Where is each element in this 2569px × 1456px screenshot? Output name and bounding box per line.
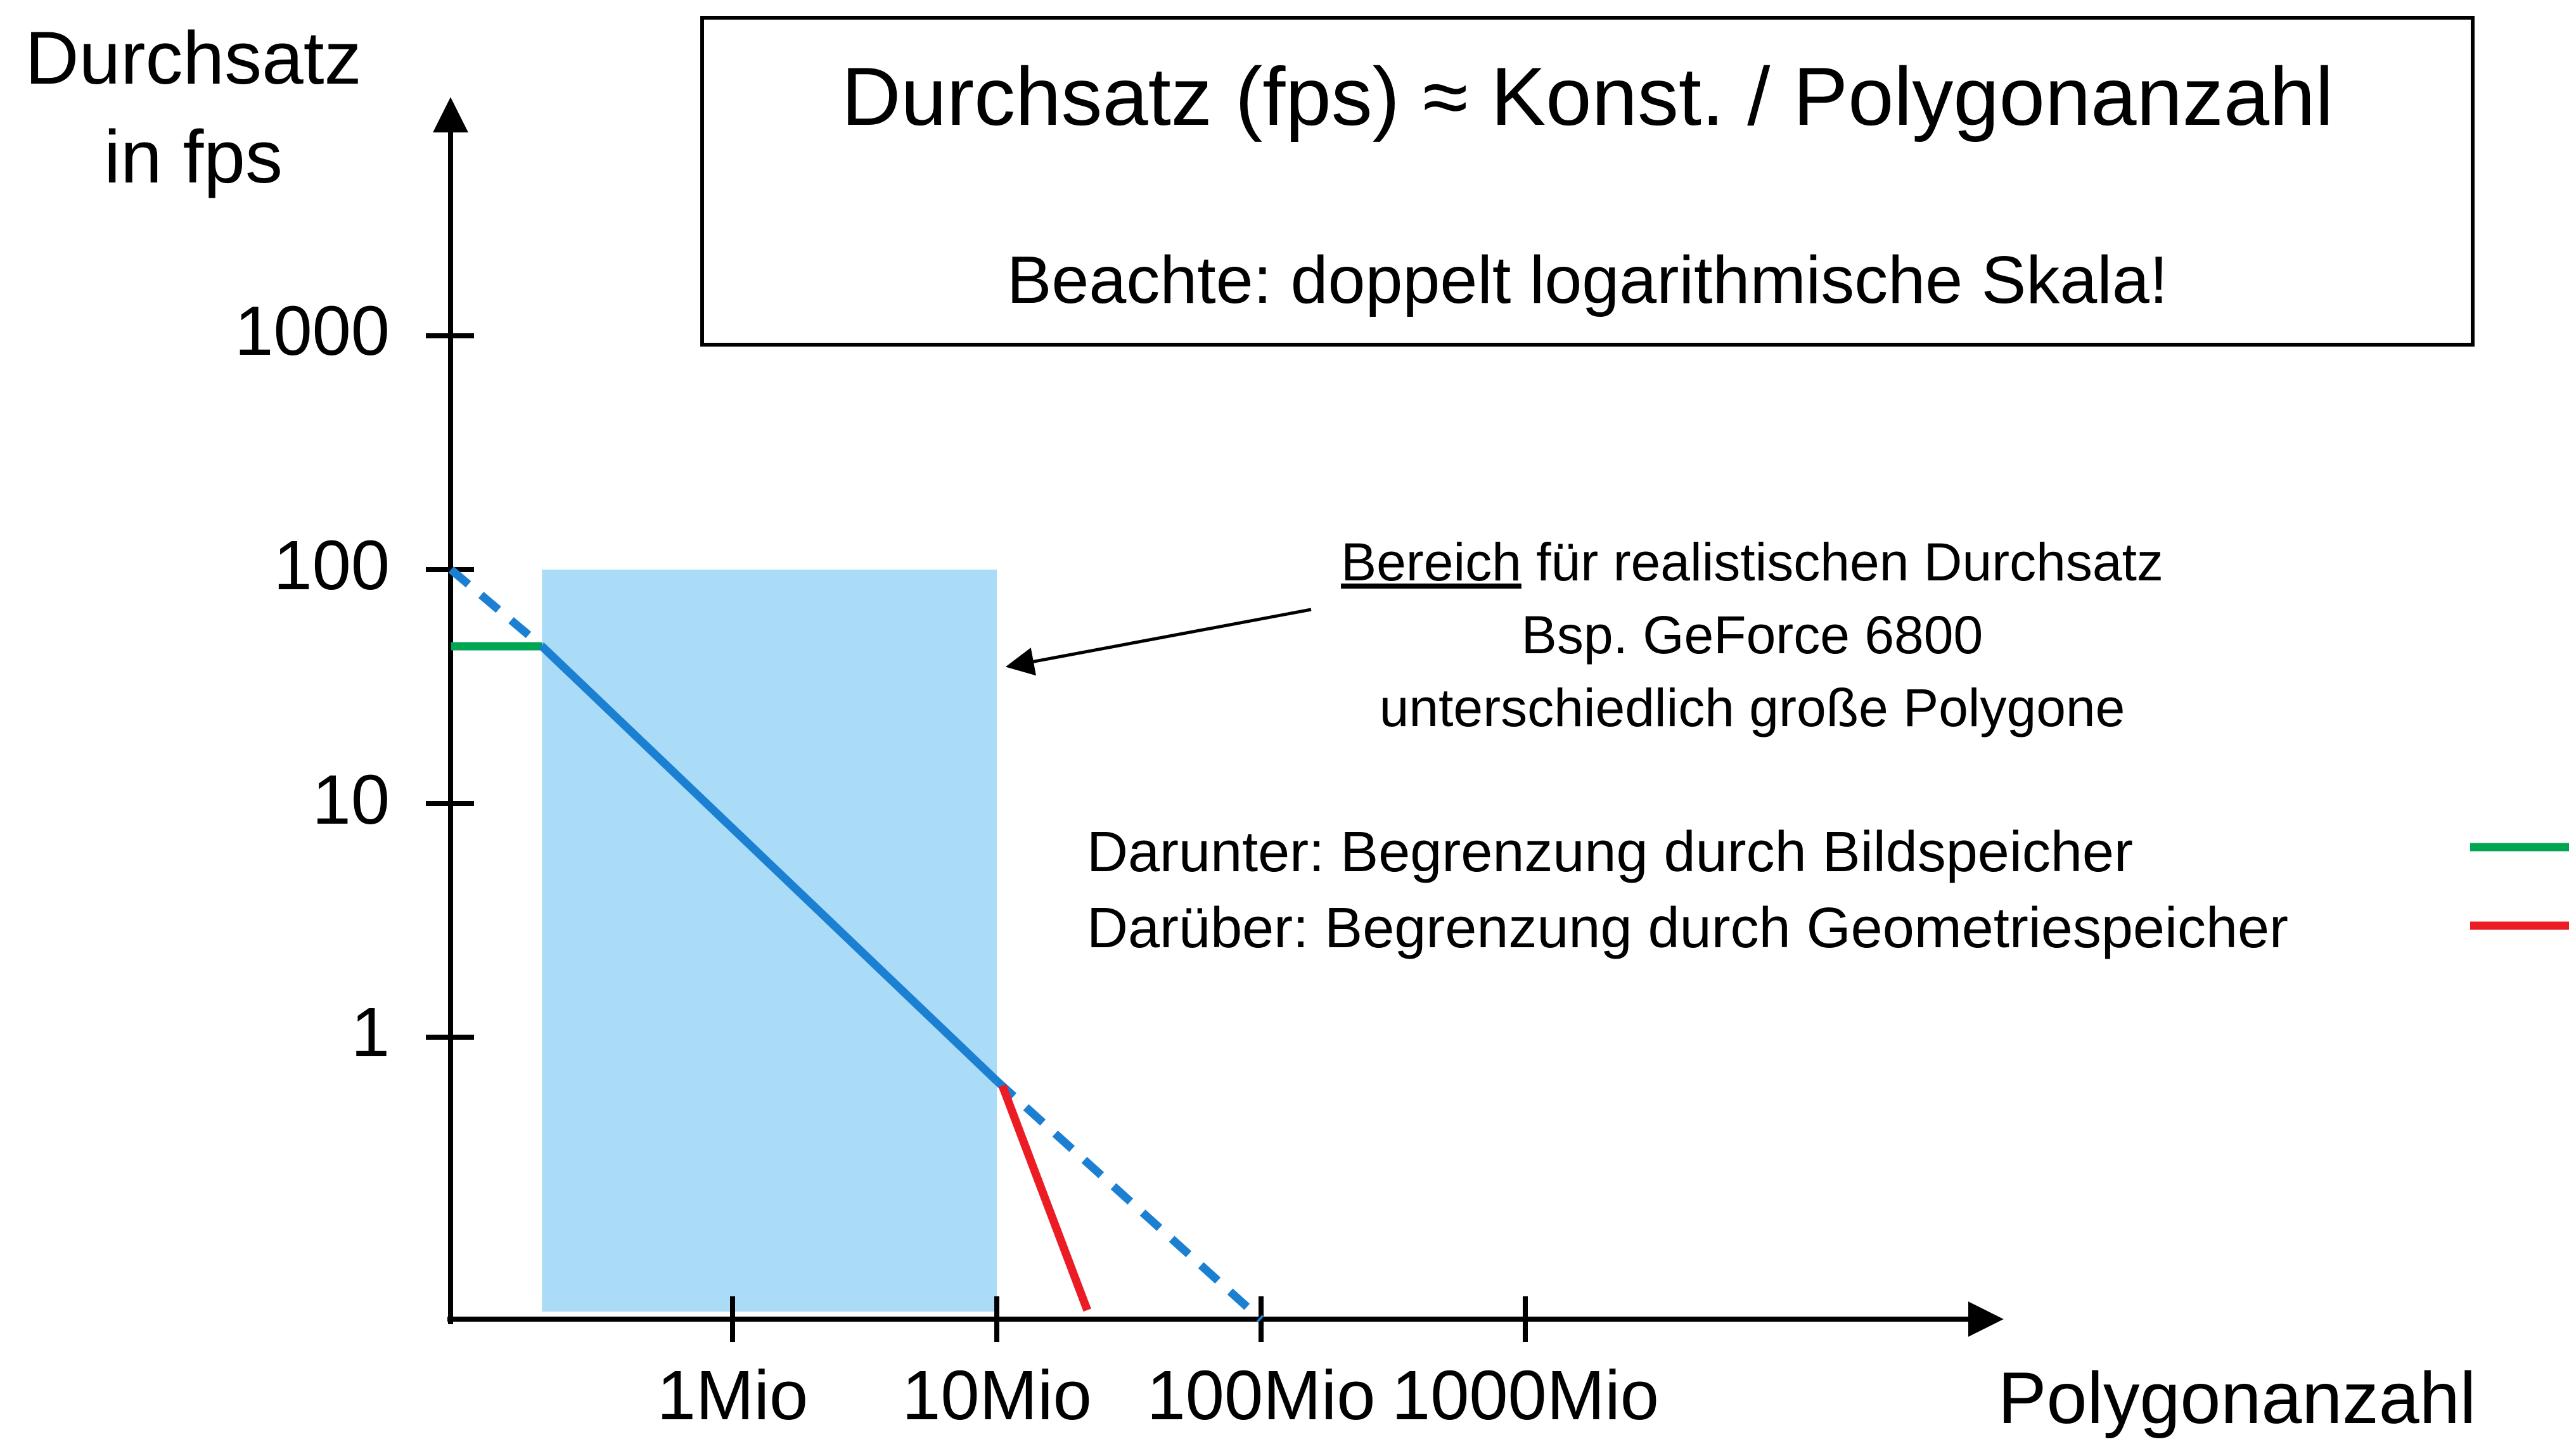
ideal-line-lower-dashed <box>994 1078 1264 1323</box>
y-tick-label: 10 <box>312 761 390 839</box>
legend-label-green: Darunter: Begrenzung durch Bildspeicher <box>1087 821 2133 884</box>
x-tick-label: 100Mio <box>1146 1357 1376 1434</box>
x-tick-label: 1000Mio <box>1392 1357 1659 1434</box>
annotation-arrow <box>1005 608 1312 676</box>
x-tick-label: 10Mio <box>902 1357 1092 1434</box>
x-axis-title: Polygonanzahl <box>1997 1358 2476 1439</box>
region-annotation-underlined: Bereich <box>1341 532 1522 592</box>
y-axis-title: Durchsatz in fps <box>10 10 377 207</box>
region-annotation: Bereich für realistischen Durchsatz Bsp.… <box>1245 526 2259 744</box>
realistic-throughput-region <box>542 570 997 1312</box>
realistic-throughput-line <box>539 643 1000 1084</box>
y-tick-label: 1 <box>350 993 390 1071</box>
x-tick-label: 1Mio <box>657 1357 809 1434</box>
region-annotation-line2: Bsp. GeForce 6800 <box>1521 605 1983 665</box>
y-axis-title-line1: Durchsatz <box>25 16 362 100</box>
region-annotation-line3: unterschiedlich große Polygone <box>1379 678 2125 738</box>
y-tick-label: 100 <box>273 527 390 604</box>
ideal-line-upper-dashed <box>448 566 545 649</box>
region-annotation-rest: für realistischen Durchsatz <box>1521 532 2163 592</box>
chart-subtitle: Beachte: doppelt logarithmische Skala! <box>1006 243 2169 317</box>
y-axis-title-line2: in fps <box>103 115 283 199</box>
region-annotation-line1: Bereich für realistischen Durchsatz <box>1245 526 2259 599</box>
legend-label-red: Darüber: Begrenzung durch Geometriespeic… <box>1087 897 2289 960</box>
chart-title: Durchsatz (fps) ≈ Konst. / Polygonanzahl <box>841 50 2334 143</box>
geometry-memory-limit-line <box>998 1084 1091 1312</box>
y-tick-label: 1000 <box>234 292 390 370</box>
title-box: Durchsatz (fps) ≈ Konst. / Polygonanzahl… <box>700 16 2475 347</box>
